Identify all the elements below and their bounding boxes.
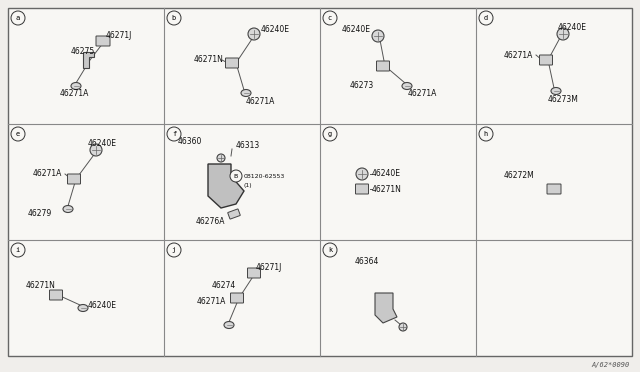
Text: 46279: 46279 xyxy=(28,209,52,218)
Text: B: B xyxy=(234,173,238,179)
Text: 46275: 46275 xyxy=(71,48,95,57)
FancyBboxPatch shape xyxy=(230,293,243,303)
Text: 46240E: 46240E xyxy=(558,23,587,32)
Ellipse shape xyxy=(78,305,88,311)
Circle shape xyxy=(11,11,25,25)
Circle shape xyxy=(479,127,493,141)
Text: b: b xyxy=(172,15,176,21)
Text: 46271A: 46271A xyxy=(197,298,227,307)
Polygon shape xyxy=(208,164,244,208)
Text: a: a xyxy=(16,15,20,21)
Text: 46364: 46364 xyxy=(355,257,380,266)
Text: 46276A: 46276A xyxy=(196,218,225,227)
Text: 46240E: 46240E xyxy=(261,26,290,35)
Ellipse shape xyxy=(551,87,561,94)
Circle shape xyxy=(323,243,337,257)
Circle shape xyxy=(323,127,337,141)
Text: 46271J: 46271J xyxy=(106,32,132,41)
Ellipse shape xyxy=(71,83,81,90)
Text: e: e xyxy=(16,131,20,137)
Circle shape xyxy=(217,154,225,162)
Circle shape xyxy=(356,168,368,180)
Ellipse shape xyxy=(241,90,251,96)
Polygon shape xyxy=(83,52,94,68)
FancyBboxPatch shape xyxy=(96,36,110,46)
Text: 46240E: 46240E xyxy=(342,26,371,35)
Text: 46271A: 46271A xyxy=(246,96,275,106)
FancyBboxPatch shape xyxy=(355,184,369,194)
Text: 46272M: 46272M xyxy=(504,171,535,180)
Circle shape xyxy=(167,127,181,141)
Circle shape xyxy=(557,28,569,40)
Text: j: j xyxy=(172,247,176,253)
Text: g: g xyxy=(328,131,332,137)
FancyBboxPatch shape xyxy=(228,209,240,219)
Ellipse shape xyxy=(63,205,73,212)
Circle shape xyxy=(11,127,25,141)
Ellipse shape xyxy=(402,83,412,90)
Text: 46274: 46274 xyxy=(212,282,236,291)
Circle shape xyxy=(167,11,181,25)
Ellipse shape xyxy=(224,321,234,328)
Text: 46271N: 46271N xyxy=(372,185,402,193)
Text: i: i xyxy=(16,247,20,253)
Text: c: c xyxy=(328,15,332,21)
Text: 46271A: 46271A xyxy=(408,90,437,99)
Circle shape xyxy=(248,28,260,40)
Circle shape xyxy=(167,243,181,257)
Text: (1): (1) xyxy=(244,183,253,187)
Text: k: k xyxy=(328,247,332,253)
Text: 46313: 46313 xyxy=(236,141,260,151)
FancyBboxPatch shape xyxy=(376,61,390,71)
Text: 46273M: 46273M xyxy=(548,94,579,103)
Circle shape xyxy=(323,11,337,25)
Polygon shape xyxy=(375,293,397,323)
FancyBboxPatch shape xyxy=(67,174,81,184)
Text: 46271A: 46271A xyxy=(60,90,90,99)
FancyBboxPatch shape xyxy=(540,55,552,65)
Circle shape xyxy=(90,144,102,156)
Text: A/62*0090: A/62*0090 xyxy=(592,362,630,368)
Text: d: d xyxy=(484,15,488,21)
Text: 46360: 46360 xyxy=(178,138,202,147)
Text: 46271J: 46271J xyxy=(256,263,282,273)
FancyBboxPatch shape xyxy=(49,290,63,300)
Text: 08120-62553: 08120-62553 xyxy=(244,173,285,179)
Text: f: f xyxy=(172,131,176,137)
Circle shape xyxy=(479,11,493,25)
Text: 46240E: 46240E xyxy=(88,140,117,148)
Circle shape xyxy=(372,30,384,42)
Circle shape xyxy=(399,323,407,331)
FancyBboxPatch shape xyxy=(248,268,260,278)
Text: 46271N: 46271N xyxy=(194,55,224,64)
Text: 46240E: 46240E xyxy=(372,170,401,179)
Text: 46271N: 46271N xyxy=(26,280,56,289)
Text: 46271A: 46271A xyxy=(504,51,533,60)
Text: 46240E: 46240E xyxy=(88,301,117,310)
Circle shape xyxy=(230,170,242,182)
Text: h: h xyxy=(484,131,488,137)
Text: 46271A: 46271A xyxy=(33,170,62,179)
FancyBboxPatch shape xyxy=(547,184,561,194)
Text: 46273: 46273 xyxy=(350,81,374,90)
Circle shape xyxy=(11,243,25,257)
FancyBboxPatch shape xyxy=(225,58,239,68)
